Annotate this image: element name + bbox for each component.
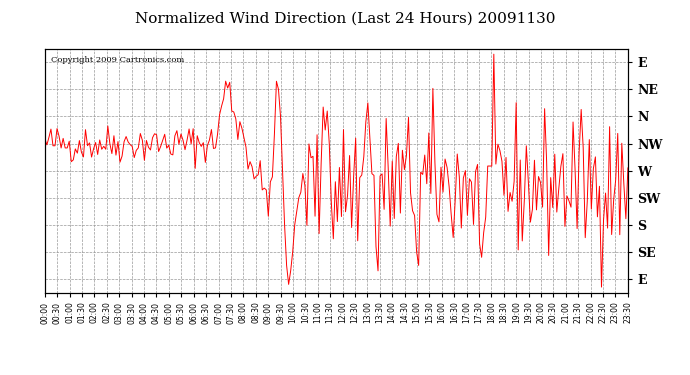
- Text: Normalized Wind Direction (Last 24 Hours) 20091130: Normalized Wind Direction (Last 24 Hours…: [135, 11, 555, 25]
- Text: Copyright 2009 Cartronics.com: Copyright 2009 Cartronics.com: [50, 56, 184, 64]
